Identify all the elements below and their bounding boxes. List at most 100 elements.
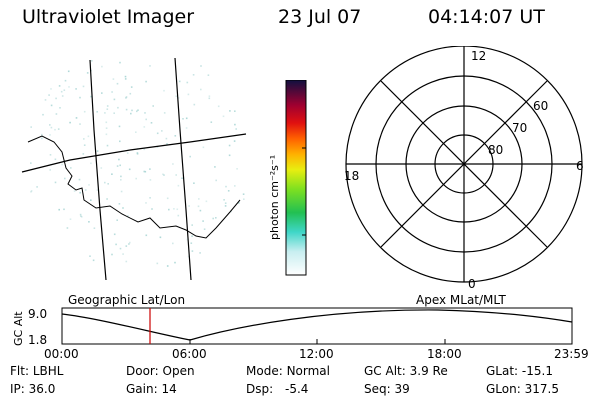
aurora-speckle xyxy=(192,74,195,76)
aurora-speckle xyxy=(166,143,168,145)
aurora-speckle xyxy=(128,168,131,171)
mlat-label-60: 60 xyxy=(533,99,548,113)
aurora-speckle xyxy=(82,85,85,88)
aurora-speckle xyxy=(101,65,103,68)
aurora-speckle xyxy=(149,197,151,199)
aurora-speckle xyxy=(191,250,194,252)
aurora-speckle xyxy=(96,150,99,152)
seq-field: Seq: 39 xyxy=(364,382,410,396)
colorbar-gradient xyxy=(285,80,307,276)
aurora-speckle xyxy=(88,184,90,186)
aurora-speckle xyxy=(173,208,175,210)
glon-field: GLon: 317.5 xyxy=(486,382,559,396)
aurora-speckle xyxy=(217,105,220,108)
aurora-speckle xyxy=(222,115,225,118)
aurora-speckle xyxy=(83,138,85,140)
aurora-speckle xyxy=(127,215,129,217)
aurora-speckle xyxy=(54,158,57,161)
aurora-speckle xyxy=(130,112,132,115)
aurora-speckle xyxy=(50,126,53,129)
aurora-speckle xyxy=(188,205,190,207)
aurora-speckle xyxy=(106,105,109,107)
aurora-speckle xyxy=(177,184,180,187)
mlat-label-80: 80 xyxy=(488,143,503,157)
aurora-speckle xyxy=(30,126,32,128)
glon-label: GLon: xyxy=(486,382,521,396)
aurora-speckle xyxy=(191,235,193,237)
aurora-speckle xyxy=(156,146,159,148)
aurora-speckle xyxy=(202,220,204,222)
mlt-label-18: 18 xyxy=(344,169,359,183)
aurora-speckle xyxy=(162,173,164,176)
app-title: Ultraviolet Imager xyxy=(22,6,195,28)
aurora-speckle xyxy=(106,144,109,147)
aurora-speckle xyxy=(118,125,121,128)
aurora-speckle xyxy=(111,91,113,93)
aurora-speckle xyxy=(182,118,184,120)
polar-diagonal-2 xyxy=(380,80,548,248)
aurora-speckle xyxy=(125,245,128,247)
aurora-speckle xyxy=(105,127,108,129)
polar-plot: 12 18 6 0 60 70 80 xyxy=(344,46,584,291)
aurora-speckle xyxy=(113,233,116,236)
aurora-speckle xyxy=(168,208,170,211)
lon-grid-line-left xyxy=(89,59,107,281)
aurora-speckle xyxy=(36,186,38,188)
aurora-speckle xyxy=(128,243,130,245)
ip-value: 36.0 xyxy=(28,382,56,396)
aurora-speckle xyxy=(228,144,231,147)
dsp-field: Dsp: -5.4 xyxy=(246,382,308,396)
aurora-speckle xyxy=(228,154,231,157)
aurora-speckle xyxy=(83,144,86,146)
aurora-speckle xyxy=(151,208,153,210)
aurora-speckle xyxy=(130,86,133,88)
aurora-speckle xyxy=(55,113,58,115)
aurora-speckle xyxy=(92,259,95,262)
aurora-speckle xyxy=(106,108,109,110)
aurora-speckle xyxy=(144,112,146,114)
aurora-speckle xyxy=(172,163,174,165)
geo-caption: Geographic Lat/Lon xyxy=(68,293,186,307)
aurora-speckle xyxy=(101,92,103,94)
aurora-speckle xyxy=(126,152,129,154)
aurora-speckle xyxy=(90,95,92,98)
mlt-label-0: 0 xyxy=(468,277,476,291)
aurora-speckle xyxy=(119,140,121,143)
flt-field: Flt: LBHL xyxy=(10,364,63,378)
aurora-speckle xyxy=(116,82,119,85)
ip-field: IP: 36.0 xyxy=(10,382,55,396)
aurora-speckle xyxy=(59,107,61,109)
mlt-label-12: 12 xyxy=(471,49,486,63)
aurora-speckle xyxy=(30,191,32,193)
aurora-speckle xyxy=(236,168,238,170)
aurora-speckle xyxy=(214,166,216,168)
aurora-speckle xyxy=(86,72,89,74)
aurora-speckle xyxy=(144,170,147,173)
polar-caption: Apex MLat/MLT xyxy=(416,293,506,307)
aurora-speckle xyxy=(49,124,51,126)
aurora-speckle xyxy=(122,253,124,255)
door-value: Open xyxy=(162,364,195,378)
aurora-speckle xyxy=(64,79,67,82)
aurora-speckle xyxy=(234,123,236,126)
colorbar-unit-label: photon cm⁻²s⁻¹ xyxy=(268,155,281,240)
aurora-speckle xyxy=(163,89,165,92)
mode-value: Normal xyxy=(286,364,330,378)
aurora-speckle xyxy=(115,243,117,246)
aurora-speckle xyxy=(105,121,108,124)
aurora-speckle xyxy=(48,94,50,96)
aurora-speckle xyxy=(145,80,147,83)
aurora-speckle xyxy=(124,75,127,78)
aurora-speckle xyxy=(131,109,133,112)
aurora-speckle xyxy=(93,227,96,229)
aurora-speckle xyxy=(79,96,81,99)
aurora-speckle xyxy=(197,205,200,208)
aurora-speckle xyxy=(208,97,211,100)
aurora-speckle xyxy=(234,185,236,187)
orbit-xtick-1800: 18:00 xyxy=(427,347,462,361)
dsp-value: -5.4 xyxy=(284,382,309,396)
door-field: Door: Open xyxy=(126,364,195,378)
seq-value: 39 xyxy=(394,382,410,396)
aurora-speckle xyxy=(104,112,106,114)
aurora-speckle xyxy=(186,238,189,241)
